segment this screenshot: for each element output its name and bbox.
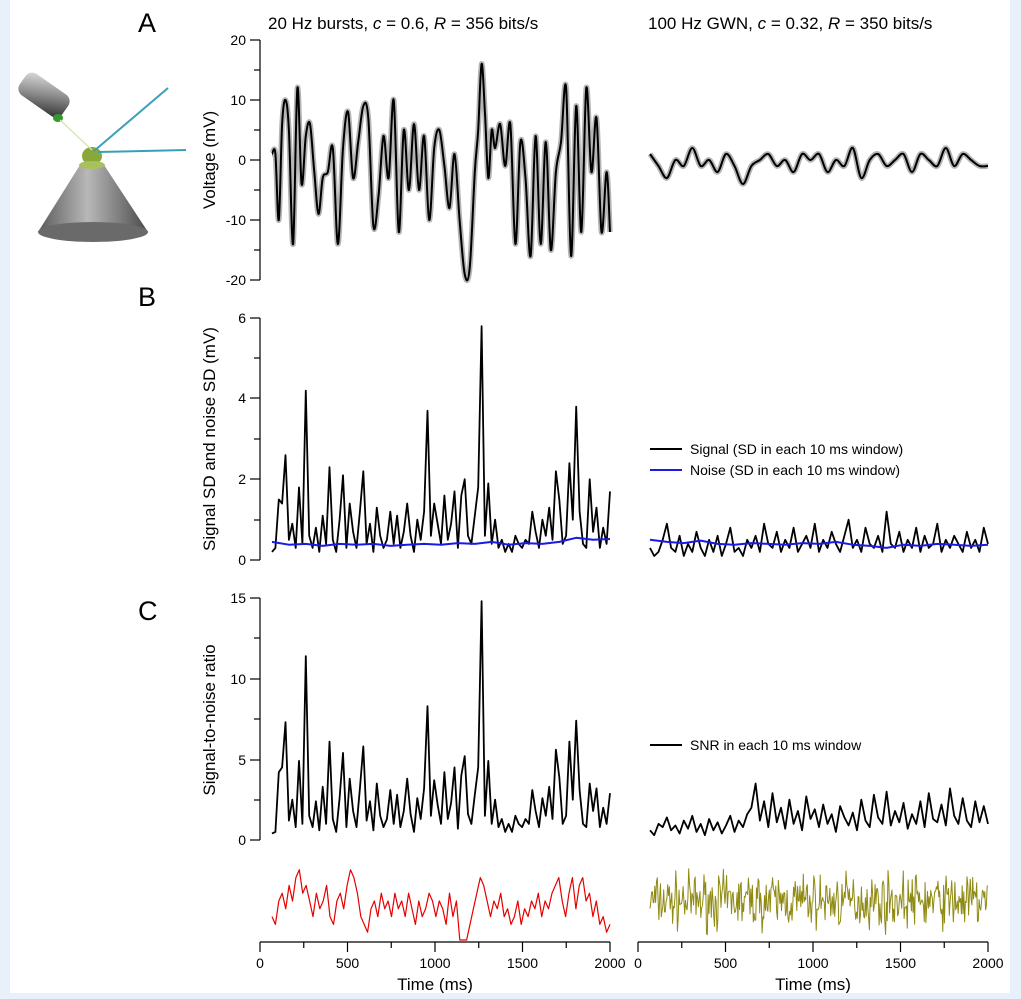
x-tick-label: 1500 — [507, 955, 538, 971]
stimulus-trace-left — [271, 869, 611, 941]
y-tick-label: 15 — [230, 590, 246, 606]
x-tick-label: 1500 — [885, 955, 916, 971]
recording-rig-illustration — [18, 72, 187, 242]
title-right: 100 Hz GWN, c = 0.32, R = 350 bits/s — [648, 14, 932, 33]
x-tick-label: 2000 — [972, 955, 1003, 971]
x-tick-label: 2000 — [594, 955, 625, 971]
title-left-c-value: = 0.6, — [381, 14, 433, 33]
title-right-r-label: R — [828, 14, 840, 33]
microscope-objective-icon — [18, 72, 70, 122]
y-tick-label: 10 — [230, 92, 246, 108]
x-tick-label: 500 — [714, 955, 738, 971]
title-left-c-label: c — [373, 14, 382, 33]
y-tick-label: 10 — [230, 671, 246, 687]
cone-icon — [38, 165, 148, 232]
series-line-c-right-signal — [649, 782, 989, 837]
y-axis-label-c: Signal-to-noise ratio — [200, 644, 219, 795]
x-axis-label-right: Time (ms) — [775, 975, 851, 993]
electrode-icon — [93, 87, 169, 152]
title-right-prefix: 100 Hz GWN, — [648, 14, 758, 33]
y-axis-label-a: Voltage (mV) — [200, 111, 219, 209]
y-tick-label: 0 — [238, 832, 246, 848]
y-tick-label: 5 — [238, 752, 246, 768]
panel-label-b: B — [138, 282, 156, 312]
title-left: 20 Hz bursts, c = 0.6, R = 356 bits/s — [268, 14, 538, 33]
title-right-c-value: = 0.32, — [766, 14, 828, 33]
figure: A B C 20 Hz bursts, c = 0.6, R = 356 bit… — [10, 0, 1010, 993]
series-line-b-right-signal — [649, 510, 989, 557]
x-ticks-right — [637, 942, 989, 952]
series-line-c-left-signal — [271, 600, 611, 835]
electrode-icon — [97, 149, 187, 153]
series-line-a-right-signal — [649, 146, 989, 185]
y-ticks-a — [250, 39, 260, 281]
legend-signal-label: Signal (SD in each 10 ms window) — [690, 441, 903, 457]
series-line-b-left-noise — [271, 536, 611, 547]
title-left-r-label: R — [434, 14, 446, 33]
legend-noise-label: Noise (SD in each 10 ms window) — [690, 462, 900, 478]
y-tick-label: 0 — [238, 552, 246, 568]
title-right-r-value: = 350 bits/s — [840, 14, 932, 33]
legend-b: Signal (SD in each 10 ms window) Noise (… — [650, 441, 903, 478]
x-axis-label-left: Time (ms) — [397, 975, 473, 993]
y-tick-label: -10 — [226, 212, 246, 228]
chart-marks — [269, 61, 989, 941]
x-tick-label: 0 — [256, 955, 264, 971]
y-tick-label: -20 — [226, 272, 246, 288]
panel-label-c: C — [138, 596, 158, 626]
figure-canvas: A B C 20 Hz bursts, c = 0.6, R = 356 bit… — [18, 8, 1004, 993]
title-left-r-value: = 356 bits/s — [446, 14, 538, 33]
panel-label-a: A — [138, 8, 156, 38]
x-tick-label: 0 — [634, 955, 642, 971]
x-tick-label: 1000 — [419, 955, 450, 971]
x-tick-label: 1000 — [797, 955, 828, 971]
series-band-a-left-signal — [269, 61, 613, 284]
x-ticks-left — [259, 942, 611, 952]
series-line-b-right-noise — [649, 538, 989, 549]
fly-icon — [82, 147, 102, 165]
legend-snr-label: SNR in each 10 ms window — [690, 737, 862, 753]
y-tick-label: 6 — [238, 310, 246, 326]
series-line-a-left-signal — [271, 62, 611, 282]
legend-c: SNR in each 10 ms window — [650, 737, 862, 753]
x-tick-label: 500 — [336, 955, 360, 971]
y-axis-label-b: Signal SD and noise SD (mV) — [200, 327, 219, 551]
y-ticks-c — [250, 597, 260, 841]
y-tick-label: 4 — [238, 390, 246, 406]
title-left-prefix: 20 Hz bursts, — [268, 14, 373, 33]
stimulus-trace-right — [649, 868, 989, 936]
y-tick-label: 20 — [230, 32, 246, 48]
y-ticks-b — [250, 317, 260, 561]
y-tick-label: 0 — [238, 152, 246, 168]
series-line-b-left-signal — [271, 325, 611, 553]
title-right-c-label: c — [758, 14, 767, 33]
y-tick-label: 2 — [238, 471, 246, 487]
